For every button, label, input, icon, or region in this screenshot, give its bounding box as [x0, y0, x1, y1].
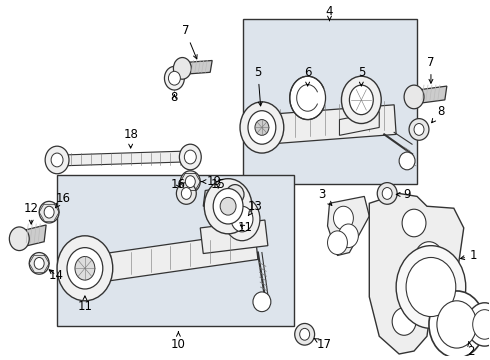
Ellipse shape	[179, 144, 201, 170]
Polygon shape	[327, 197, 369, 256]
Text: 8: 8	[171, 91, 178, 104]
Ellipse shape	[294, 323, 315, 345]
Ellipse shape	[342, 76, 381, 123]
Ellipse shape	[173, 58, 191, 79]
Polygon shape	[265, 105, 396, 144]
Text: 11: 11	[77, 296, 93, 313]
Ellipse shape	[327, 231, 347, 255]
Ellipse shape	[44, 206, 54, 218]
Text: 14: 14	[49, 269, 64, 282]
Ellipse shape	[248, 111, 276, 144]
Polygon shape	[61, 151, 185, 166]
Ellipse shape	[34, 257, 44, 269]
Ellipse shape	[300, 328, 310, 340]
Text: 18: 18	[123, 128, 138, 148]
Ellipse shape	[473, 310, 490, 339]
Ellipse shape	[409, 118, 429, 140]
Polygon shape	[218, 194, 238, 203]
Text: 4: 4	[326, 5, 333, 21]
Ellipse shape	[213, 189, 243, 224]
Text: 3: 3	[318, 188, 332, 206]
Ellipse shape	[240, 102, 284, 153]
Polygon shape	[200, 220, 268, 253]
Text: 19: 19	[201, 175, 221, 188]
Polygon shape	[203, 186, 232, 206]
Ellipse shape	[51, 153, 63, 167]
Polygon shape	[369, 193, 464, 354]
Ellipse shape	[415, 242, 443, 273]
Bar	[243, 19, 417, 184]
Ellipse shape	[349, 85, 373, 114]
Text: 5: 5	[254, 66, 262, 106]
Ellipse shape	[339, 224, 358, 248]
Ellipse shape	[224, 197, 260, 241]
Polygon shape	[19, 225, 46, 248]
Ellipse shape	[39, 201, 59, 223]
Ellipse shape	[334, 206, 353, 230]
Polygon shape	[183, 60, 212, 74]
Text: 17: 17	[314, 338, 332, 351]
Ellipse shape	[169, 71, 180, 85]
Ellipse shape	[255, 120, 269, 135]
Text: 16: 16	[171, 178, 186, 191]
Ellipse shape	[399, 152, 415, 170]
Ellipse shape	[45, 146, 69, 174]
Ellipse shape	[437, 301, 477, 348]
Ellipse shape	[176, 183, 196, 204]
Ellipse shape	[180, 171, 200, 193]
Ellipse shape	[396, 246, 466, 328]
Ellipse shape	[9, 227, 29, 251]
Ellipse shape	[290, 76, 325, 120]
Ellipse shape	[220, 197, 236, 215]
Polygon shape	[210, 202, 246, 213]
Ellipse shape	[184, 150, 196, 164]
Ellipse shape	[204, 179, 252, 234]
Ellipse shape	[231, 206, 253, 232]
Ellipse shape	[67, 248, 103, 289]
Text: 2: 2	[467, 342, 474, 357]
Ellipse shape	[185, 176, 196, 188]
Text: 10: 10	[171, 332, 186, 351]
Ellipse shape	[29, 253, 49, 274]
Ellipse shape	[226, 185, 244, 204]
Ellipse shape	[181, 188, 191, 199]
Text: 11: 11	[238, 221, 252, 234]
Ellipse shape	[75, 256, 95, 280]
Ellipse shape	[414, 123, 424, 135]
Bar	[57, 175, 294, 327]
Text: 7: 7	[182, 24, 197, 59]
Ellipse shape	[377, 183, 397, 204]
Text: 12: 12	[24, 202, 39, 224]
Ellipse shape	[467, 303, 490, 346]
Ellipse shape	[406, 257, 456, 316]
Ellipse shape	[165, 66, 184, 90]
Text: 1: 1	[461, 249, 477, 262]
Ellipse shape	[382, 188, 392, 199]
Polygon shape	[340, 112, 379, 135]
Polygon shape	[415, 86, 447, 104]
Ellipse shape	[404, 85, 424, 109]
Ellipse shape	[57, 236, 113, 301]
Text: 9: 9	[396, 188, 411, 201]
Text: 16: 16	[55, 192, 71, 208]
Ellipse shape	[407, 278, 431, 306]
Text: 7: 7	[427, 56, 435, 83]
Text: 5: 5	[358, 66, 365, 86]
Text: 8: 8	[432, 105, 444, 123]
Text: 6: 6	[304, 66, 311, 86]
Ellipse shape	[429, 291, 485, 358]
Polygon shape	[91, 232, 258, 283]
Ellipse shape	[392, 308, 416, 335]
Ellipse shape	[402, 209, 426, 237]
Ellipse shape	[253, 292, 271, 312]
Text: 15: 15	[211, 178, 225, 191]
Text: 13: 13	[247, 200, 262, 216]
